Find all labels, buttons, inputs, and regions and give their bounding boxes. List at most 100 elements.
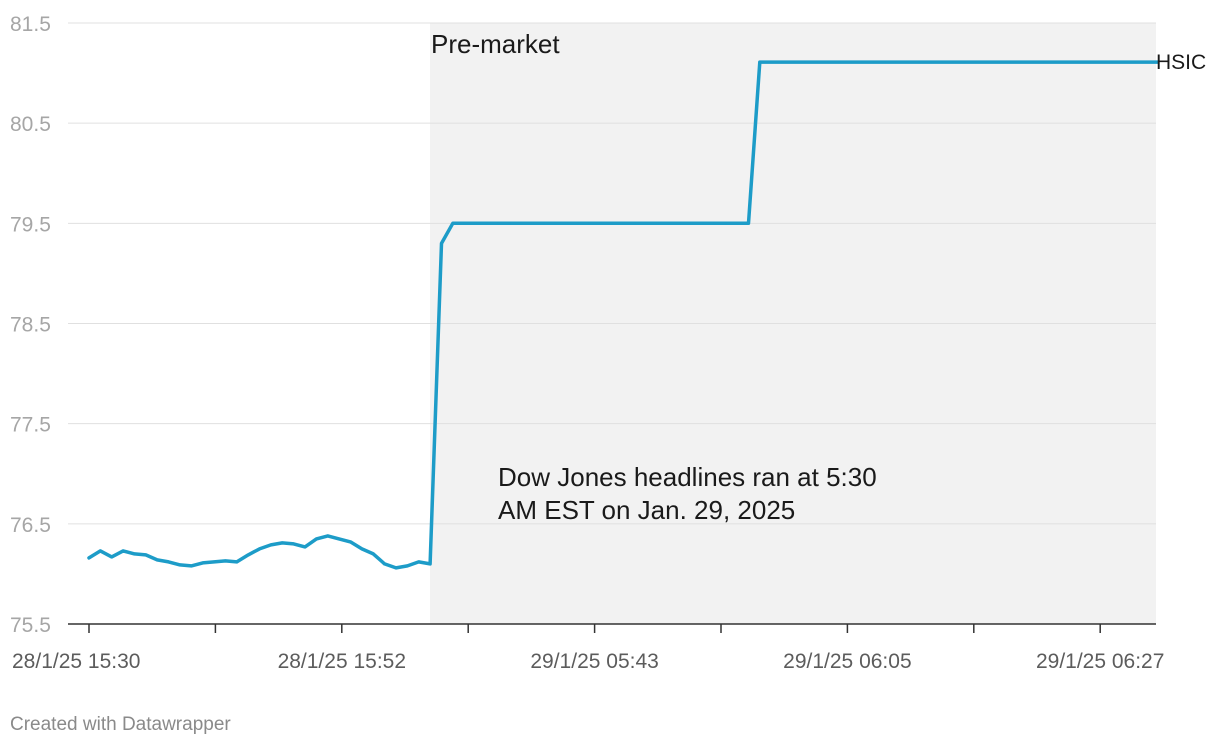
data-point — [656, 222, 659, 225]
data-point — [542, 222, 545, 225]
data-point — [747, 222, 750, 225]
data-point — [201, 561, 204, 564]
data-point — [406, 564, 409, 567]
data-point — [349, 540, 352, 543]
data-point — [213, 560, 216, 563]
data-point — [338, 537, 341, 540]
data-point — [497, 222, 500, 225]
data-point — [702, 222, 704, 225]
y-tick-label: 77.5 — [10, 414, 51, 437]
y-tick-label: 78.5 — [10, 314, 51, 337]
data-point — [292, 542, 295, 545]
x-axis-ticks — [88, 624, 1101, 633]
data-point — [918, 61, 920, 64]
data-point — [383, 562, 386, 565]
data-point — [929, 61, 932, 64]
data-point — [633, 222, 636, 225]
data-point — [1122, 61, 1125, 64]
data-point — [1031, 61, 1034, 64]
data-point — [974, 61, 977, 64]
data-point — [258, 547, 261, 550]
data-point — [417, 560, 420, 563]
data-point — [99, 549, 102, 552]
data-point — [1156, 61, 1159, 64]
data-point — [269, 543, 272, 546]
y-tick-label: 76.5 — [10, 514, 51, 537]
data-point — [474, 222, 477, 225]
pre-market-label: Pre-market — [431, 29, 560, 59]
data-point — [88, 556, 90, 559]
data-point — [235, 560, 238, 563]
data-point — [372, 552, 375, 555]
data-point — [622, 222, 625, 225]
data-point — [690, 222, 693, 225]
data-point — [849, 61, 852, 64]
x-tick-label: 29/1/25 06:05 — [783, 650, 911, 673]
data-point — [827, 61, 829, 64]
data-point — [724, 222, 727, 225]
data-point — [861, 61, 864, 64]
data-point — [554, 222, 557, 225]
data-point — [599, 222, 602, 225]
x-tick-label: 29/1/25 06:27 — [1036, 650, 1164, 673]
data-point — [792, 61, 795, 64]
data-point — [588, 222, 591, 225]
data-point — [736, 222, 739, 225]
data-point — [247, 553, 250, 556]
data-point — [906, 61, 909, 64]
data-point — [645, 222, 648, 225]
data-point — [395, 566, 397, 569]
data-point — [1134, 61, 1136, 64]
data-point — [485, 222, 488, 225]
data-point — [1009, 61, 1011, 64]
footer-credit: Created with Datawrapper — [10, 714, 231, 735]
data-point — [463, 222, 466, 225]
x-axis-tick-labels: 28/1/25 15:30 28/1/25 15:52 29/1/25 05:43 2… — [12, 650, 1164, 673]
annotation-line-2: AM EST on Jan. 29, 2025 — [498, 495, 795, 525]
data-point — [963, 61, 966, 64]
data-point — [997, 61, 1000, 64]
data-point — [1020, 61, 1023, 64]
data-point — [1043, 61, 1046, 64]
data-point — [872, 61, 875, 64]
data-point — [838, 61, 841, 64]
data-point — [1054, 61, 1057, 64]
data-point — [190, 564, 193, 567]
data-point — [179, 563, 181, 566]
y-axis-tick-labels: 75.5 76.5 77.5 78.5 79.5 80.5 81.5 — [10, 13, 51, 637]
data-point — [1099, 61, 1102, 64]
hsic-data-points — [88, 61, 1159, 569]
data-point — [576, 222, 579, 225]
data-point — [679, 222, 682, 225]
data-point — [110, 555, 113, 558]
data-point — [451, 222, 454, 225]
data-point — [758, 61, 761, 64]
data-point — [804, 61, 807, 64]
y-tick-label: 75.5 — [10, 614, 51, 637]
data-point — [531, 222, 534, 225]
data-point — [895, 61, 898, 64]
data-point — [508, 222, 511, 225]
data-point — [565, 222, 568, 225]
data-point — [667, 222, 670, 225]
data-point — [611, 222, 613, 225]
data-point — [1077, 61, 1080, 64]
data-point — [1065, 61, 1068, 64]
data-point — [224, 559, 227, 562]
data-point — [315, 537, 318, 540]
x-tick-label: 28/1/25 15:52 — [278, 650, 406, 673]
data-point — [360, 547, 363, 550]
data-point — [144, 553, 147, 556]
data-point — [781, 61, 784, 64]
y-tick-label: 80.5 — [10, 113, 51, 136]
y-tick-label: 79.5 — [10, 213, 51, 236]
data-point — [429, 562, 432, 565]
data-point — [952, 61, 955, 64]
y-tick-label: 81.5 — [10, 13, 51, 36]
data-point — [133, 552, 136, 555]
series-label-hsic: HSIC — [1156, 51, 1206, 74]
data-point — [304, 545, 306, 548]
data-point — [440, 242, 443, 245]
annotation-line-1: Dow Jones headlines ran at 5:30 — [498, 462, 877, 492]
